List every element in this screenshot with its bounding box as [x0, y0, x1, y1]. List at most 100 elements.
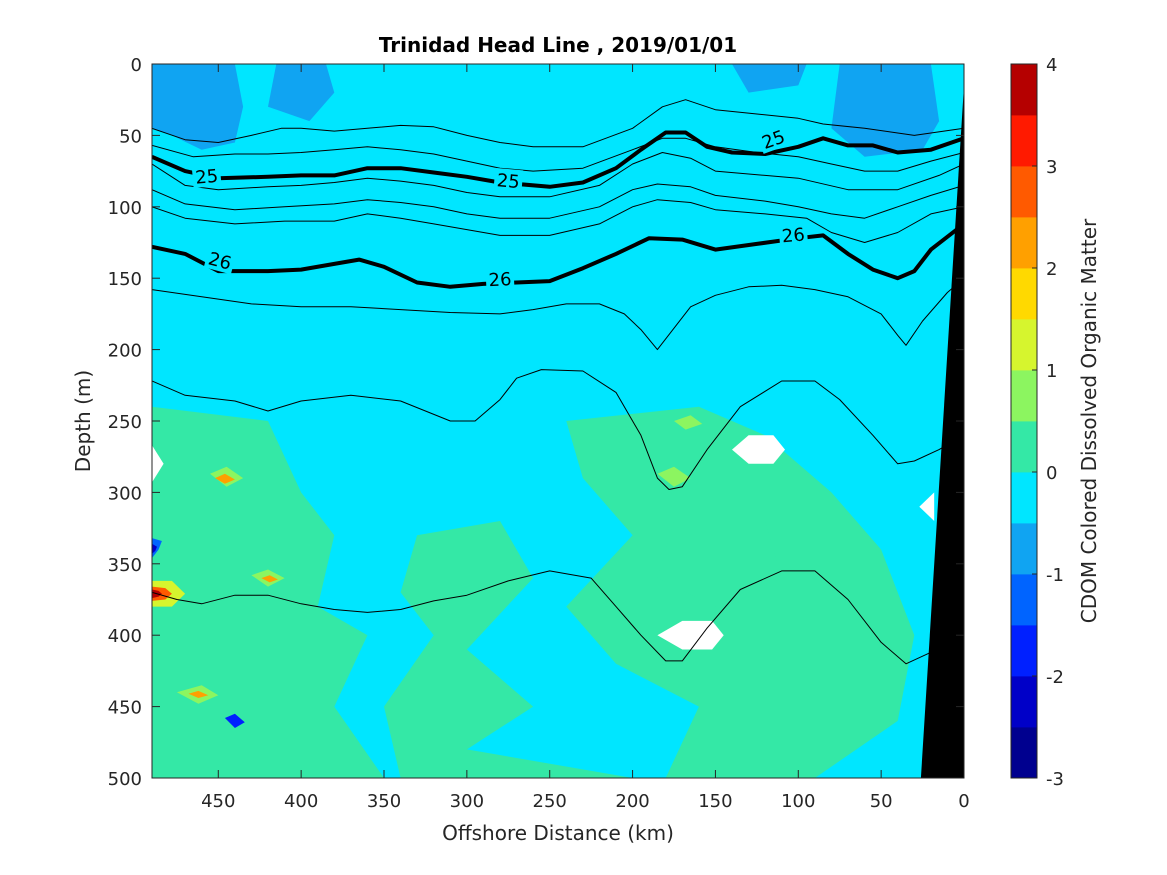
- contour-label-knockout: [191, 163, 222, 188]
- land-mask: [920, 85, 964, 778]
- contour-label-text: 26: [488, 269, 512, 291]
- isopycnal-line: [152, 369, 964, 490]
- contour-label: 25: [191, 163, 222, 189]
- cdom-region: [188, 690, 209, 698]
- isopycnal-line-25: [152, 130, 964, 189]
- isopycnal-contours: [152, 99, 964, 665]
- x-tick-label: 100: [781, 791, 815, 812]
- cdom-region: [152, 586, 172, 601]
- colorbar-swatch: [1011, 472, 1037, 524]
- cdom-filled-contours: [152, 64, 940, 778]
- y-tick-label: 100: [108, 198, 142, 219]
- cdom-region: [152, 406, 384, 778]
- contour-label-knockout: [203, 245, 237, 275]
- contour-label-text: 25: [496, 170, 521, 193]
- missing-data-patch: [152, 445, 164, 483]
- contour-label-knockout: [778, 222, 809, 247]
- contour-label-knockout: [493, 167, 524, 193]
- y-axis-ticks: 0 50 100 150 200 250 300 350 400 450 500: [108, 55, 964, 790]
- cdom-region: [831, 64, 940, 157]
- x-tick-label: 250: [533, 791, 567, 812]
- colorbar-swatch: [1011, 166, 1037, 218]
- colorbar-tick-label: 4: [1046, 55, 1057, 76]
- colorbar-swatch: [1011, 217, 1037, 269]
- cdom-region: [215, 473, 235, 484]
- colorbar-swatch: [1011, 64, 1037, 116]
- missing-data-patch: [919, 492, 935, 521]
- isopycnal-line: [152, 99, 964, 148]
- colorbar-swatch: [1011, 268, 1037, 320]
- x-tick-label: 450: [201, 791, 235, 812]
- y-tick-label: 0: [131, 55, 142, 76]
- cdom-region: [384, 521, 633, 778]
- cdom-region: [657, 466, 691, 487]
- colorbar-swatches: [1011, 64, 1037, 779]
- y-tick-label: 300: [108, 483, 142, 504]
- colorbar-swatch: [1011, 523, 1037, 575]
- colorbar-tick-label: -2: [1046, 667, 1064, 688]
- cdom-region: [732, 64, 807, 93]
- x-axis-label: Offshore Distance (km): [442, 821, 674, 845]
- y-tick-label: 50: [119, 126, 142, 147]
- cdom-region: [224, 713, 245, 728]
- colorbar-tick-label: 0: [1046, 463, 1057, 484]
- contour-label-knockout: [756, 123, 790, 154]
- colorbar-tick-label: 2: [1046, 259, 1057, 280]
- colorbar-tick-label: -3: [1046, 769, 1064, 790]
- isopycnal-line: [152, 277, 964, 351]
- isopycnal-line: [152, 137, 964, 172]
- cdom-region: [268, 64, 335, 122]
- cdom-region: [674, 415, 703, 430]
- colorbar-swatch: [1011, 421, 1037, 473]
- contour-label-text: 26: [781, 224, 806, 247]
- isopycnal-line: [152, 152, 964, 198]
- isopycnal-line: [152, 570, 964, 665]
- colorbar-swatch: [1011, 727, 1037, 779]
- cdom-region: [152, 543, 157, 554]
- isopycnal-line: [152, 183, 964, 219]
- colorbar-tick-label: 1: [1046, 361, 1057, 382]
- x-tick-label: 300: [450, 791, 484, 812]
- isopycnal-line-26: [152, 222, 964, 289]
- colorbar-ticks: 4 3 2 1 0 -1 -2 -3: [1032, 55, 1064, 790]
- chart-title: Trinidad Head Line , 2019/01/01: [379, 33, 737, 57]
- x-tick-label: 350: [367, 791, 401, 812]
- colorbar: 4 3 2 1 0 -1 -2 -3 CDOM Colored Dissolved Organ…: [1010, 55, 1101, 790]
- y-tick-label: 450: [108, 698, 142, 719]
- cdom-region: [152, 538, 162, 559]
- x-axis-ticks: 450 400 350 300 250 200 150 100 50 0: [201, 64, 970, 812]
- colorbar-frame: [1010, 63, 1038, 779]
- colorbar-swatch: [1011, 574, 1037, 626]
- cdom-region: [261, 575, 278, 583]
- land-mask-polygon: [920, 85, 964, 778]
- contour-label: 26: [485, 266, 515, 291]
- missing-data-patch: [732, 435, 785, 464]
- y-tick-label: 500: [108, 769, 142, 790]
- x-tick-label: 200: [615, 791, 649, 812]
- x-tick-label: 50: [870, 791, 893, 812]
- colorbar-swatch: [1011, 625, 1037, 677]
- contour-label-text: 25: [194, 166, 219, 189]
- colorbar-swatch: [1011, 319, 1037, 371]
- y-axis-label: Depth (m): [71, 370, 95, 472]
- contour-label: 26: [778, 222, 809, 247]
- y-tick-label: 350: [108, 555, 142, 576]
- colorbar-swatch: [1011, 370, 1037, 422]
- contour-label-knockout: [485, 266, 515, 291]
- colorbar-label: CDOM Colored Dissolved Organic Matter: [1077, 218, 1101, 623]
- colorbar-tick-label: 3: [1046, 157, 1057, 178]
- y-tick-label: 150: [108, 269, 142, 290]
- cdom-region: [152, 64, 244, 150]
- contour-label: 25: [493, 167, 524, 193]
- y-tick-label: 250: [108, 412, 142, 433]
- y-tick-label: 200: [108, 341, 142, 362]
- colorbar-swatch: [1011, 676, 1037, 728]
- x-tick-label: 0: [958, 791, 969, 812]
- y-tick-label: 400: [108, 626, 142, 647]
- x-tick-label: 150: [698, 791, 732, 812]
- colorbar-tick-label: -1: [1046, 565, 1064, 586]
- isopycnal-line: [152, 199, 964, 243]
